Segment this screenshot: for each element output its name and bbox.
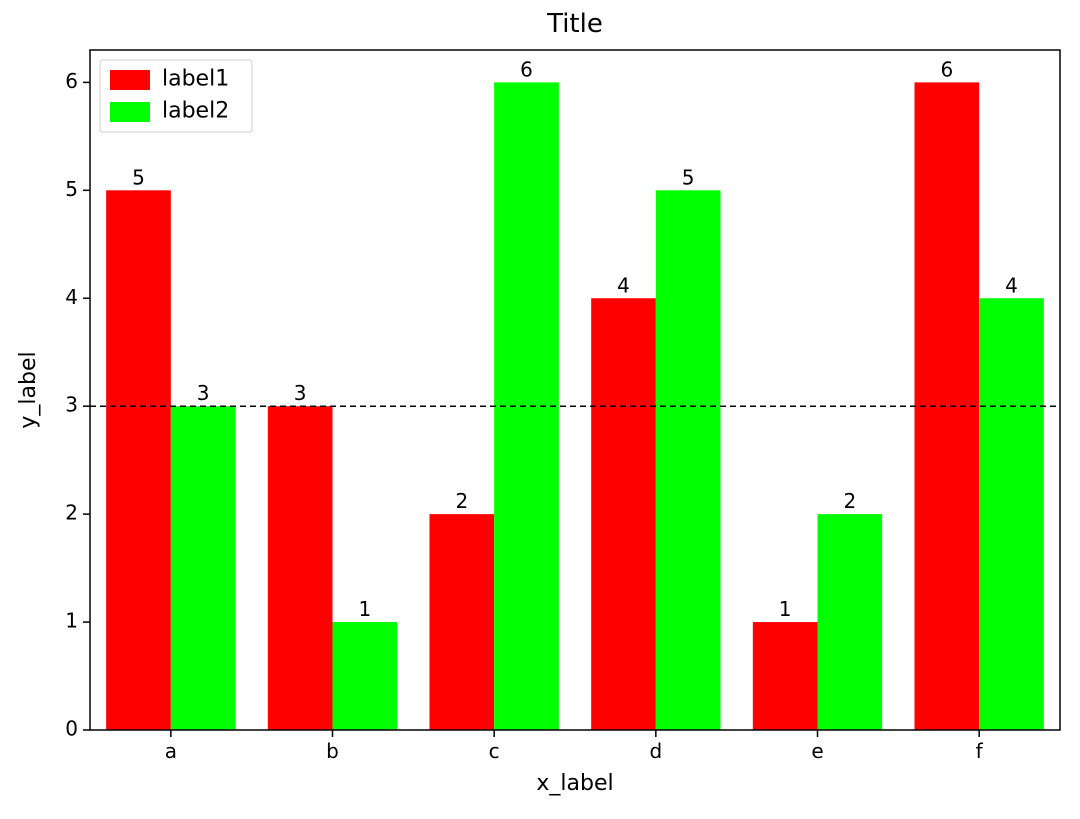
chart-container: 5 3 2 4 1 6 3 1 6 5 2 4 0 1 2 3 4 5 6 a b c d e f x_label y_label T… xyxy=(0,0,1080,819)
y-tick-label: 1 xyxy=(65,609,78,633)
bar-label: 3 xyxy=(294,381,307,405)
legend-swatch xyxy=(110,70,150,90)
bar-label2-b xyxy=(333,622,398,730)
x-tick-label: f xyxy=(976,739,984,763)
y-tick-label: 3 xyxy=(65,393,78,417)
bar-label: 4 xyxy=(617,273,630,297)
x-tick-label: b xyxy=(326,739,339,763)
bar-label2-a xyxy=(171,406,236,730)
bar-label1-b xyxy=(268,406,333,730)
bar-label: 1 xyxy=(358,597,371,621)
bar-label2-d xyxy=(656,190,721,730)
x-tick-label: a xyxy=(165,739,177,763)
bar-label: 3 xyxy=(197,381,210,405)
bar-chart: 5 3 2 4 1 6 3 1 6 5 2 4 0 1 2 3 4 5 6 a b c d e f x_label y_label T… xyxy=(0,0,1080,819)
legend-label: label2 xyxy=(162,99,229,124)
bar-label: 4 xyxy=(1005,273,1018,297)
x-tick-label: e xyxy=(811,739,823,763)
y-tick-label: 4 xyxy=(65,285,78,309)
bar-label: 5 xyxy=(132,165,145,189)
bar-label2-e xyxy=(818,514,883,730)
legend-swatch xyxy=(110,102,150,122)
bar-label: 5 xyxy=(682,165,695,189)
bar-label: 2 xyxy=(455,489,468,513)
bar-label2-f xyxy=(979,298,1044,730)
bar-label1-a xyxy=(106,190,171,730)
bar-label: 6 xyxy=(940,57,953,81)
bar-label: 1 xyxy=(779,597,792,621)
bar-label: 2 xyxy=(843,489,856,513)
y-tick-label: 6 xyxy=(65,69,78,93)
y-tick-label: 0 xyxy=(65,717,78,741)
bar-label1-d xyxy=(591,298,656,730)
y-tick-label: 2 xyxy=(65,501,78,525)
x-tick-label: c xyxy=(489,739,500,763)
bar-label: 6 xyxy=(520,57,533,81)
y-axis-label: y_label xyxy=(16,351,41,428)
x-tick-label: d xyxy=(649,739,662,763)
chart-title: Title xyxy=(546,9,603,39)
x-axis-label: x_label xyxy=(536,771,613,796)
legend-label: label1 xyxy=(162,67,229,92)
y-tick-label: 5 xyxy=(65,177,78,201)
bar-label1-c xyxy=(430,514,495,730)
bar-label1-e xyxy=(753,622,818,730)
